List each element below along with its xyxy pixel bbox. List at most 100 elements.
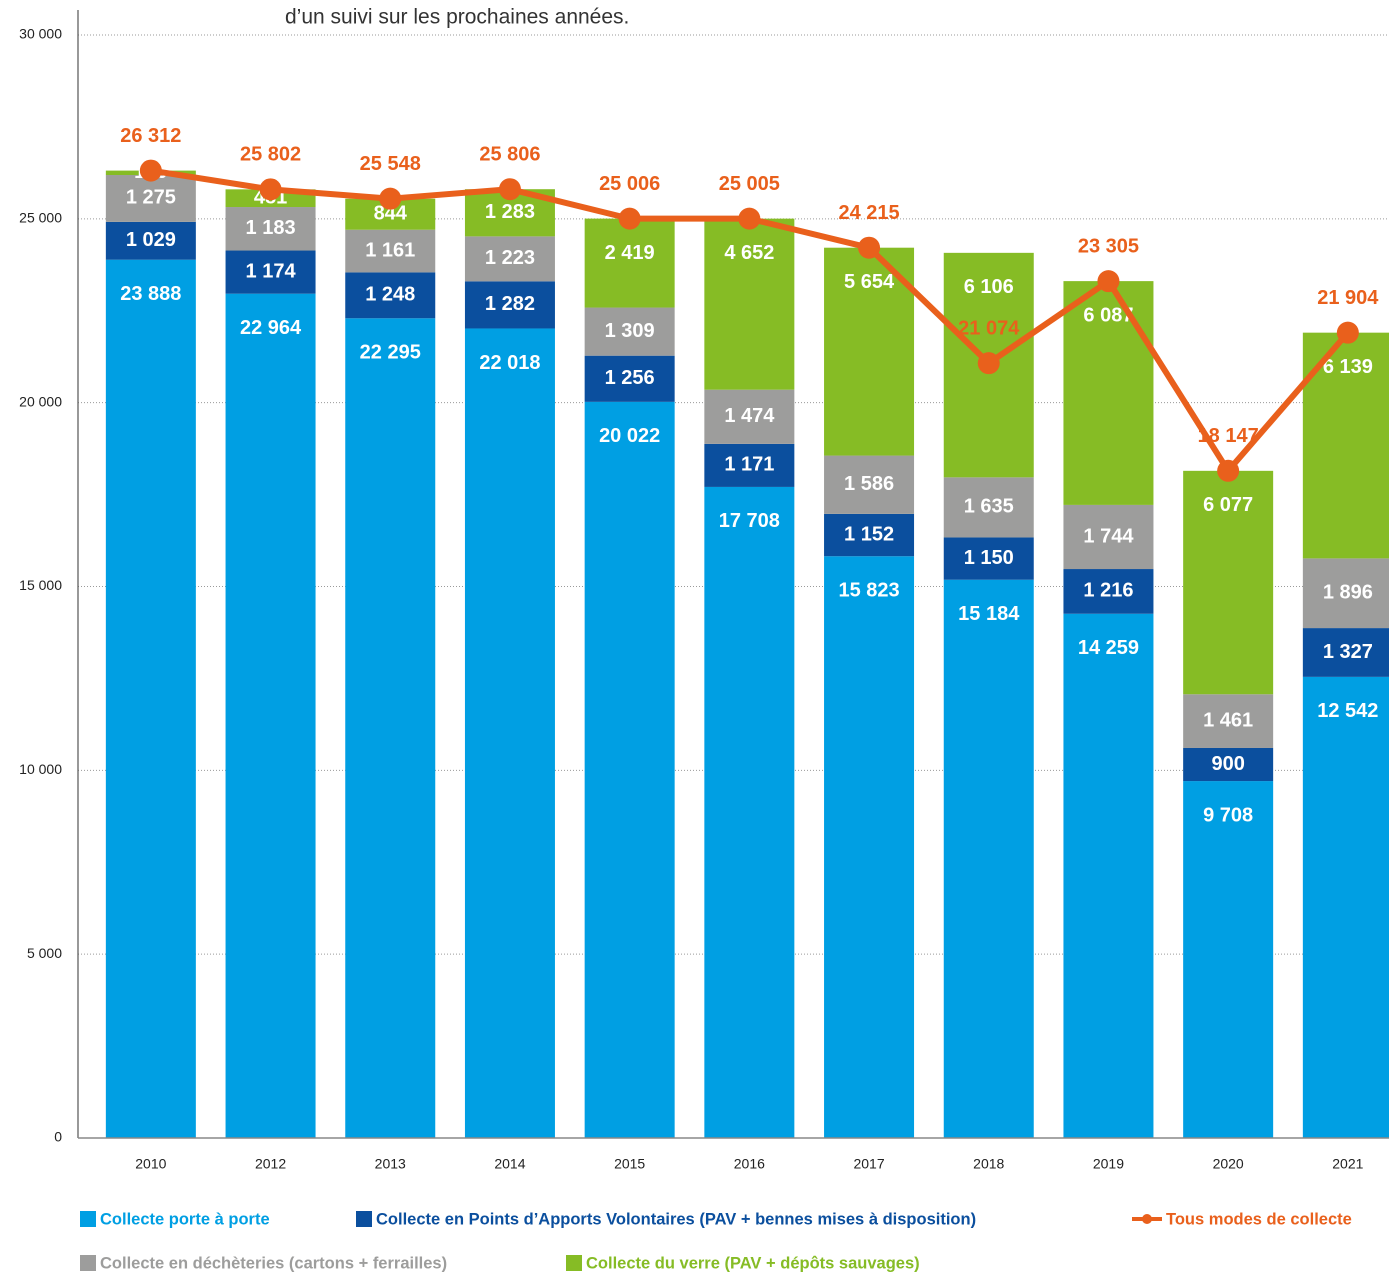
segment-label: 6 077 [1203,494,1253,516]
segment-label: 22 964 [240,317,302,339]
segment-label: 1 474 [724,405,775,427]
segment-label: 22 295 [360,342,421,364]
bar-segment [943,579,1034,1138]
bar-segment [464,236,555,282]
caption: d’un suivi sur les prochaines années. [285,6,629,29]
segment-label: 9 708 [1203,804,1253,826]
total-point [618,207,641,230]
x-tick-label: 2015 [614,1156,645,1172]
bar-segment [105,221,196,260]
bar-segment [225,250,316,294]
bar-segment [1063,504,1154,570]
y-tick-label: 10 000 [19,761,62,777]
total-label: 23 305 [1078,235,1139,257]
bar-segment [345,318,436,1138]
total-label: 25 548 [360,153,421,175]
legend-label: Collecte en Points d’Apports Volontaires… [376,1210,976,1228]
bar-segment [464,328,555,1138]
bar-segment [704,486,795,1138]
total-point [139,159,162,182]
segment-label: 6 087 [1083,304,1133,326]
bar-segment [1183,781,1274,1138]
bar-segment [584,355,675,402]
legend-dot [1142,1214,1152,1224]
bar-segment [704,218,795,390]
bar-segment [704,443,795,487]
segment-label: 1 223 [485,247,535,269]
bar-segment [1183,694,1274,748]
legend-swatch [80,1255,96,1271]
segment-label: 1 171 [724,454,774,476]
legend-swatch [80,1211,96,1227]
total-label: 21 074 [958,317,1020,339]
y-tick-label: 15 000 [19,577,62,593]
bar-segment [1063,569,1154,614]
bar-segment [584,401,675,1138]
total-point [259,178,282,201]
legend-label: Collecte porte à porte [100,1210,270,1228]
total-label: 25 806 [479,143,540,165]
segment-label: 1 283 [485,201,535,223]
x-tick-label: 2014 [494,1156,525,1172]
bar-segment [1183,747,1274,782]
segment-label: 17 708 [719,510,780,532]
segment-label: 1 744 [1083,525,1134,547]
bar-segment [943,477,1034,538]
segment-label: 12 542 [1317,700,1378,722]
segment-label: 1 183 [246,217,296,239]
x-tick-label: 2021 [1332,1156,1363,1172]
legend-swatch [356,1211,372,1227]
segment-label: 20 022 [599,425,660,447]
bar-segment [824,556,915,1138]
x-tick-label: 2017 [853,1156,884,1172]
segment-label: 1 586 [844,473,894,495]
bar-segment [704,389,795,444]
segment-label: 1 216 [1083,580,1133,602]
total-label: 18 147 [1198,425,1259,447]
segment-label: 1 174 [246,260,297,282]
bar-segment [824,513,915,557]
segment-label: 22 018 [479,352,540,374]
bar-segment [1302,628,1389,677]
segment-label: 1 150 [964,547,1014,569]
segment-label: 2 419 [605,242,655,264]
bar-segment [824,247,915,456]
y-tick-label: 25 000 [19,210,62,226]
x-tick-label: 2018 [973,1156,1004,1172]
segment-label: 1 161 [365,239,415,261]
bar-segment [1183,470,1274,695]
segment-label: 6 106 [964,276,1014,298]
bar-segment [225,293,316,1138]
bar-segment [943,537,1034,580]
segment-label: 1 029 [126,229,176,251]
x-tick-label: 2012 [255,1156,286,1172]
bar-segment [1063,281,1154,505]
segment-label: 1 461 [1203,709,1253,731]
bar-segment [1063,613,1154,1138]
total-point [738,207,761,230]
segment-label: 15 184 [958,603,1020,625]
total-point [1217,459,1240,482]
segment-label: 6 139 [1323,356,1373,378]
total-label: 26 312 [120,125,181,147]
segment-label: 844 [374,202,408,224]
segment-label: 1 152 [844,523,894,545]
total-label: 25 006 [599,173,660,195]
segment-label: 1 282 [485,293,535,315]
bar-segment [464,281,555,329]
y-tick-label: 20 000 [19,393,62,409]
segment-label: 1 248 [365,284,415,306]
total-label: 25 802 [240,144,301,166]
bar-segment [824,455,915,514]
segment-label: 1 256 [605,367,655,389]
segment-label: 5 654 [844,271,895,293]
segment-label: 1 327 [1323,641,1373,663]
segment-label: 1 309 [605,320,655,342]
total-label: 25 005 [719,173,780,195]
bar-segment [584,218,675,308]
bar-segment [584,307,675,356]
x-tick-label: 2016 [734,1156,765,1172]
total-point [1336,321,1359,344]
bar-segment [225,207,316,251]
